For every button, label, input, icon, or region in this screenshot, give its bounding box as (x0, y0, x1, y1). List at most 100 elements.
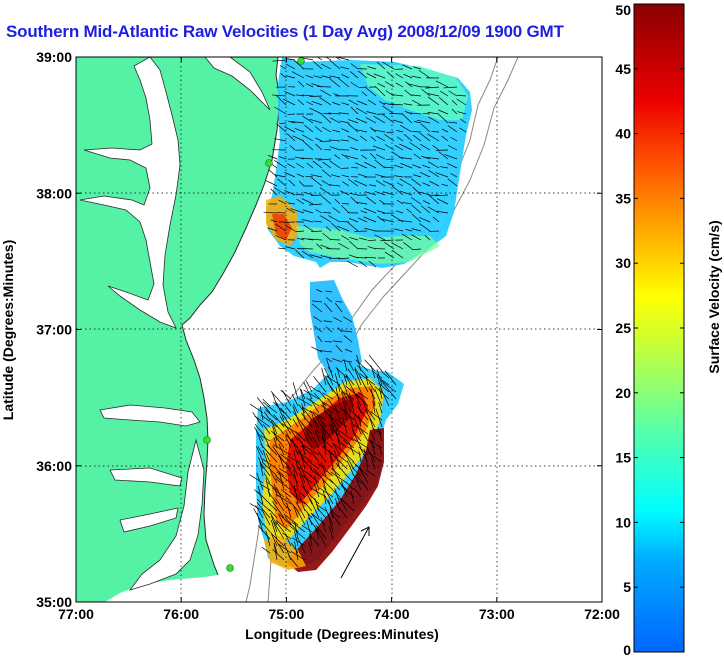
estuary (119, 507, 179, 533)
velocity-vector (375, 408, 383, 428)
velocity-field-north-warm (360, 64, 468, 120)
velocity-vector (312, 411, 327, 421)
x-tick-label: 77:00 (58, 606, 94, 622)
velocity-vector (374, 234, 386, 241)
velocity-vector (425, 86, 440, 89)
velocity-vector (421, 88, 431, 97)
velocity-vector (283, 503, 292, 512)
velocity-vector (338, 112, 350, 115)
velocity-vector (419, 223, 431, 232)
velocity-vector (301, 524, 313, 533)
colorbar-tick-label: 5 (623, 579, 631, 595)
velocity-vector (276, 123, 287, 133)
velocity-vector (353, 487, 362, 498)
velocity-vector (332, 442, 341, 456)
velocity-vector (268, 155, 278, 160)
velocity-vector (286, 58, 296, 61)
velocity-vector (419, 171, 431, 178)
velocity-vector (370, 431, 376, 442)
velocity-vector (450, 136, 458, 142)
velocity-vector (340, 500, 348, 512)
velocity-vector (405, 228, 413, 232)
velocity-vector (294, 127, 305, 133)
velocity-vector (303, 508, 313, 519)
velocity-vector (262, 401, 278, 414)
y-tick-label: 39:00 (36, 49, 72, 65)
velocity-vector (276, 469, 285, 477)
x-tick-label: 72:00 (584, 606, 620, 622)
velocity-vector (348, 362, 355, 372)
velocity-vector (324, 496, 334, 512)
velocity-vector (321, 367, 327, 386)
velocity-field-south-darkred (286, 428, 384, 572)
velocity-vector (382, 105, 395, 115)
velocity-vector (403, 103, 413, 106)
velocity-vector (359, 237, 368, 241)
velocity-vector (359, 427, 369, 442)
velocity-vector (451, 108, 458, 115)
velocity-vector (352, 429, 362, 449)
velocity-vector (266, 444, 278, 456)
velocity-vector (336, 225, 350, 232)
velocity-vector (275, 498, 285, 512)
velocity-vector (394, 175, 404, 178)
velocity-vector (441, 128, 449, 133)
velocity-vector (315, 525, 327, 540)
velocity-vector (307, 517, 320, 533)
velocity-vector (311, 300, 323, 303)
velocity-vector (383, 180, 395, 187)
velocity-vector (345, 392, 355, 407)
velocity-vector (376, 61, 386, 70)
velocity-vector (392, 119, 404, 124)
velocity-vector (315, 528, 320, 540)
velocity-vector (270, 390, 285, 407)
velocity-vector (293, 470, 299, 491)
velocity-vector (275, 475, 285, 484)
velocity-vector (284, 225, 296, 232)
velocity-vector (354, 369, 362, 386)
velocity-vector (411, 228, 422, 232)
colorbar-tick-label: 45 (615, 61, 631, 77)
velocity-vector (332, 102, 341, 106)
velocity-vector (427, 111, 440, 115)
velocity-vector (316, 289, 323, 293)
velocity-vector (367, 99, 377, 106)
velocity-vector (343, 316, 353, 323)
velocity-vector (359, 468, 369, 484)
velocity-vector (366, 72, 377, 79)
velocity-vector (269, 470, 278, 484)
velocity-vector (262, 449, 271, 470)
velocity-vector (341, 102, 350, 106)
velocity-vector (274, 174, 287, 178)
velocity-vector (427, 206, 440, 214)
velocity-vector (377, 427, 383, 442)
velocity-vector (268, 509, 278, 519)
velocity-vector (334, 373, 341, 393)
velocity-vector (359, 373, 376, 386)
velocity-vector (349, 392, 355, 414)
velocity-vector (309, 468, 320, 477)
velocity-vector (322, 161, 332, 169)
velocity-vector (339, 407, 355, 421)
velocity-vector (324, 340, 333, 343)
velocity-vector (359, 447, 369, 463)
velocity-vector (323, 113, 332, 115)
velocity-vector (382, 382, 397, 400)
velocity-vector (303, 224, 314, 232)
velocity-vector (256, 446, 264, 463)
velocity-vector (399, 143, 413, 151)
velocity-vector (348, 441, 355, 456)
velocity-vector (329, 146, 341, 151)
velocity-vector (265, 453, 271, 463)
velocity-vector (296, 198, 305, 205)
velocity-vector (276, 471, 292, 484)
velocity-vector (304, 433, 313, 449)
velocity-vector (312, 60, 323, 70)
velocity-vector (310, 174, 323, 178)
velocity-vector (318, 451, 327, 463)
velocity-vector (339, 120, 350, 124)
velocity-vector (356, 479, 362, 491)
velocity-vector (321, 405, 334, 414)
velocity-vector (404, 89, 413, 97)
